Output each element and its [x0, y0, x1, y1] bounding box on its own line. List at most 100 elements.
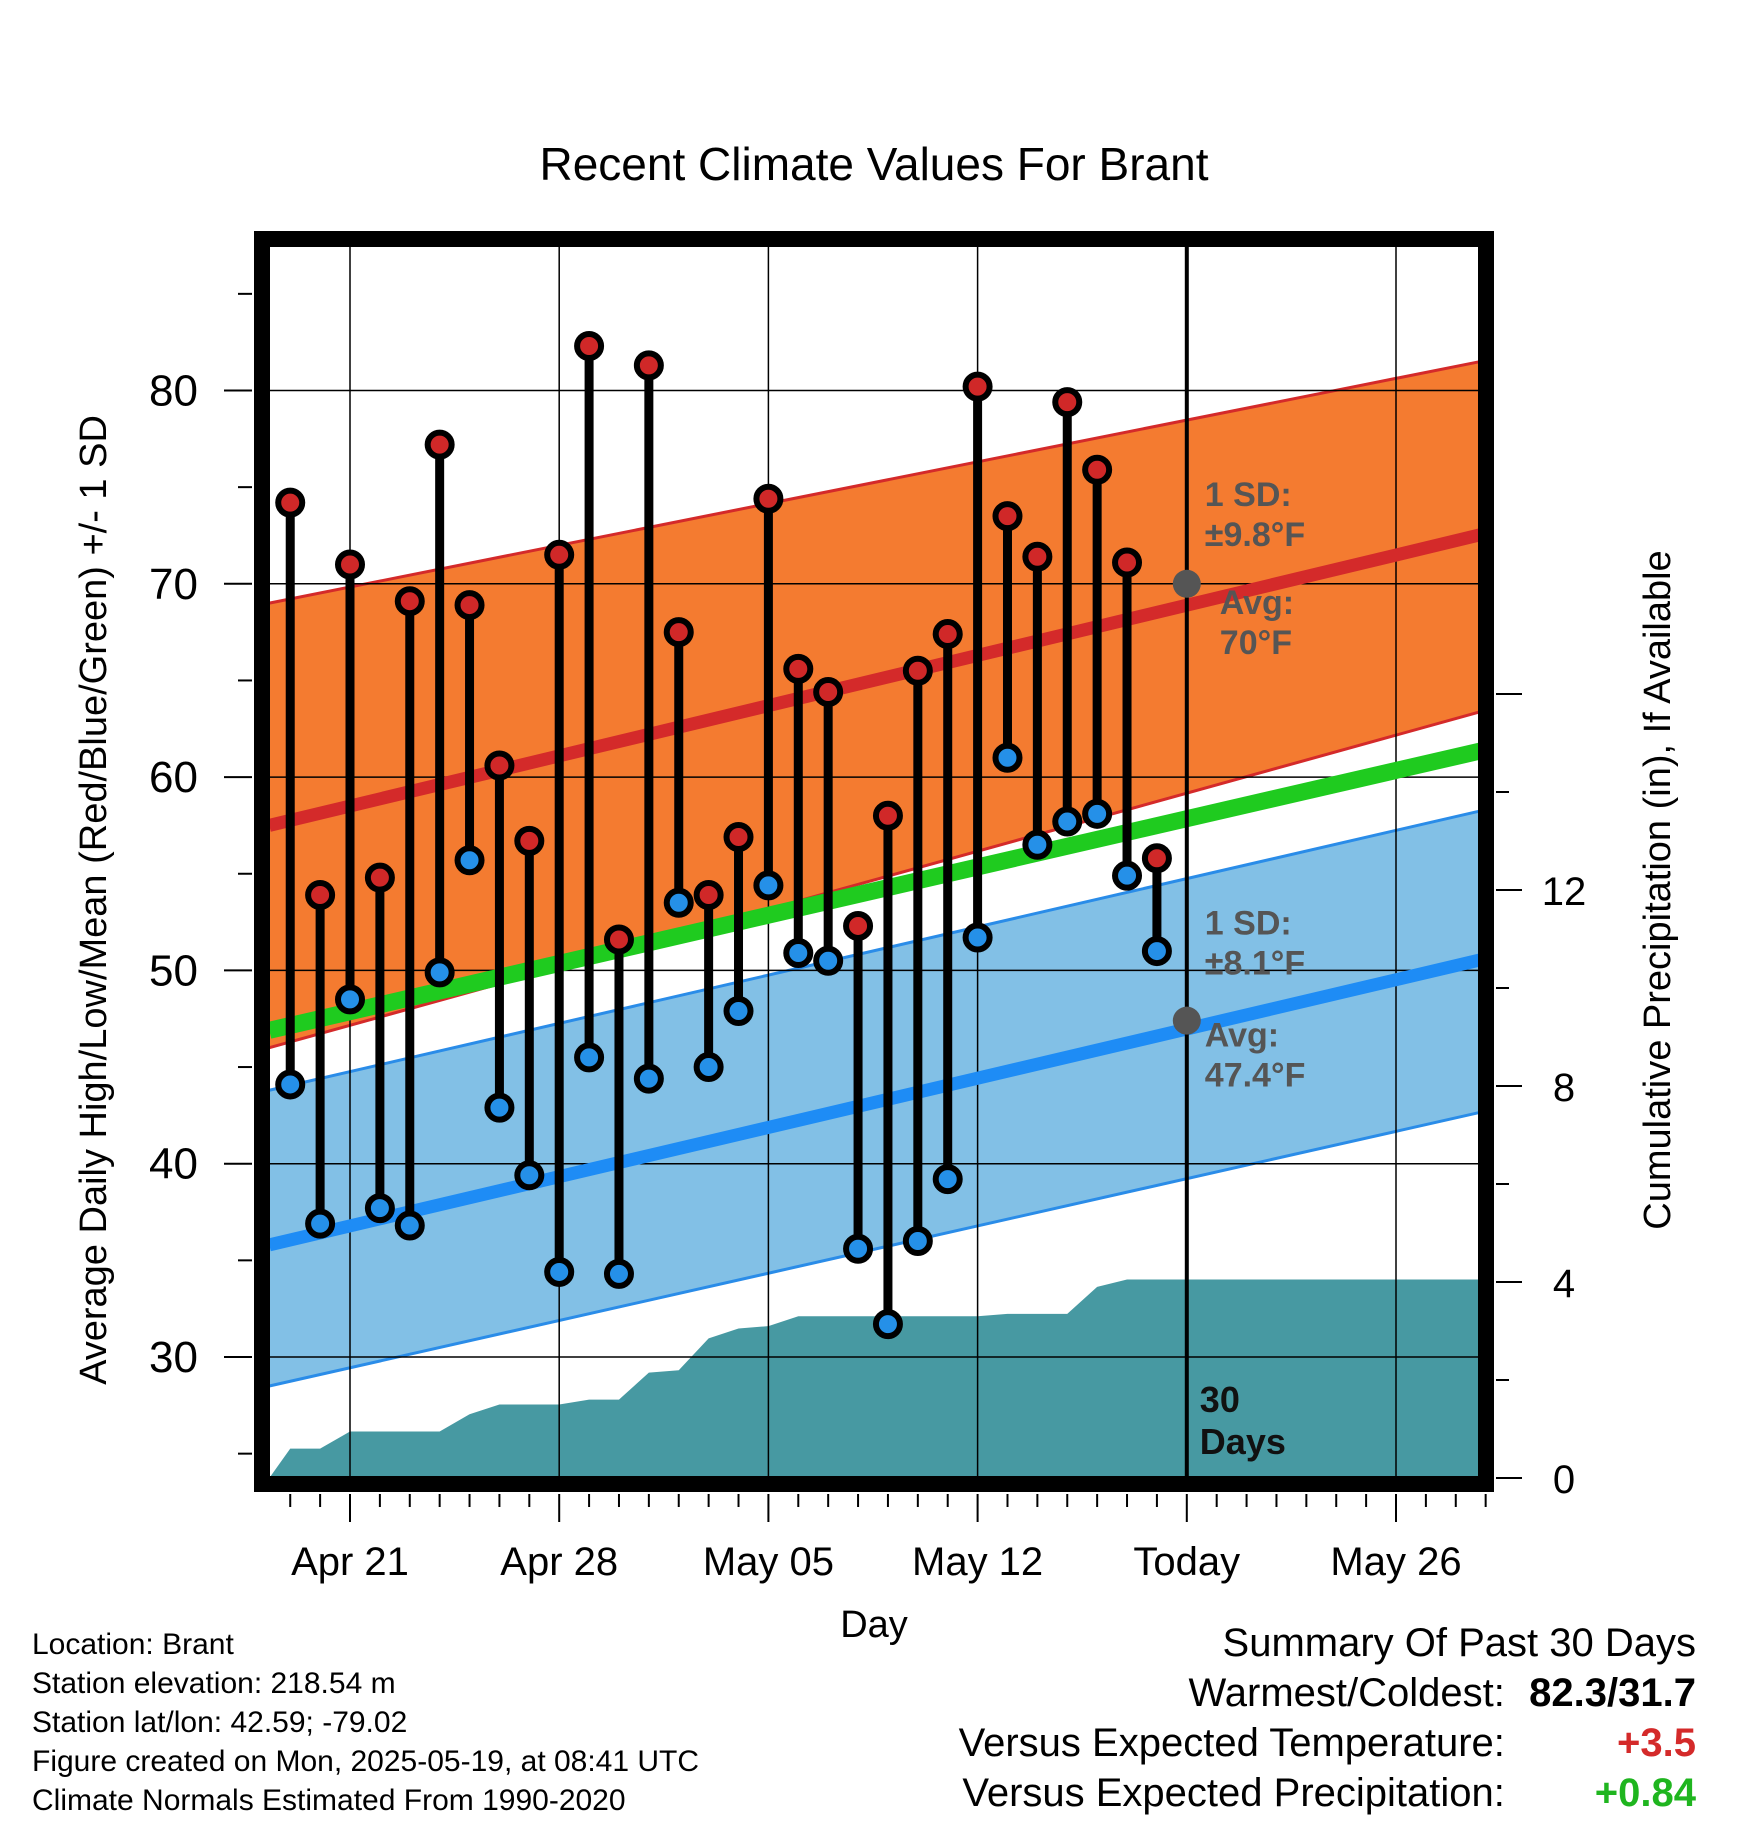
- plot-frame: [254, 231, 1494, 1492]
- x-tick-label: May 12: [912, 1540, 1043, 1584]
- y-axis-label: Average Daily High/Low/Mean (Red/Blue/Gr…: [73, 415, 115, 1385]
- daily-low-point: [843, 1233, 874, 1264]
- daily-high-point: [1052, 387, 1083, 418]
- low-avg-value: 47.4°F: [1205, 1057, 1306, 1095]
- daily-low-point: [394, 1210, 425, 1241]
- daily-low-point: [544, 1256, 575, 1287]
- daily-high-point: [424, 429, 455, 460]
- high-avg-value: 70°F: [1220, 624, 1292, 662]
- daily-high-point: [962, 371, 993, 402]
- daily-high-point: [813, 677, 844, 708]
- daily-high-point: [603, 924, 634, 955]
- location-text: Location: Brant: [32, 1628, 234, 1661]
- daily-low-point: [962, 922, 993, 953]
- high-sd-band: [269, 361, 1480, 1048]
- y-tick-label: 50: [149, 946, 198, 995]
- daily-high-point: [992, 501, 1023, 532]
- daily-high-point: [663, 617, 694, 648]
- daily-low-point: [484, 1092, 515, 1123]
- daily-high-point: [902, 655, 933, 686]
- x-tick-label: Apr 21: [291, 1540, 409, 1584]
- y-tick-label: 60: [149, 753, 198, 802]
- daily-high-point: [275, 487, 306, 518]
- today-low-avg-marker: [1172, 1006, 1201, 1035]
- daily-low-point: [1022, 829, 1053, 860]
- today-high-avg-marker: [1172, 569, 1201, 598]
- daily-low-point: [603, 1258, 634, 1289]
- daily-low-point: [424, 957, 455, 988]
- daily-high-point: [872, 800, 903, 831]
- daily-low-point: [514, 1160, 545, 1191]
- warm-cold-value: 82.3/31.7: [1529, 1671, 1696, 1715]
- daily-low-point: [574, 1042, 605, 1073]
- daily-high-point: [305, 880, 336, 911]
- normals-text: Climate Normals Estimated From 1990-2020: [32, 1784, 626, 1817]
- y2-tick-label: 0: [1553, 1458, 1575, 1502]
- daily-high-point: [633, 350, 664, 381]
- daily-low-point: [723, 995, 754, 1026]
- daily-high-point: [843, 910, 874, 941]
- low-avg-label: Avg:: [1205, 1017, 1279, 1055]
- elevation-text: Station elevation: 218.54 m: [32, 1667, 396, 1700]
- precip-label: Versus Expected Precipitation:: [962, 1771, 1505, 1815]
- daily-high-point: [753, 483, 784, 514]
- daily-low-point: [633, 1063, 664, 1094]
- daily-high-point: [693, 880, 724, 911]
- y2-tick-label: 8: [1553, 1066, 1575, 1110]
- low-sd-label: 1 SD:: [1205, 905, 1292, 943]
- chart-title: Recent Climate Values For Brant: [540, 138, 1209, 190]
- daily-low-point: [902, 1226, 933, 1257]
- y-tick-label: 40: [149, 1140, 198, 1189]
- daily-high-point: [335, 549, 365, 580]
- daily-high-point: [574, 331, 605, 362]
- summary-warm-cold: Warmest/Coldest: 82.3/31.7: [959, 1668, 1697, 1718]
- daily-high-point: [1022, 541, 1053, 572]
- precip-area: [269, 1279, 1480, 1478]
- x-axis-label: Day: [840, 1604, 908, 1646]
- daily-low-point: [813, 945, 844, 976]
- daily-high-point: [514, 825, 545, 856]
- daily-high-point: [1141, 843, 1172, 874]
- y-tick-label: 70: [149, 560, 198, 609]
- summary-precip: Versus Expected Precipitation: +0.84: [959, 1768, 1696, 1818]
- daily-low-point: [335, 984, 365, 1015]
- daily-low-point: [1052, 806, 1083, 837]
- summary-title: Summary Of Past 30 Days: [1222, 1621, 1696, 1665]
- daily-low-point: [693, 1052, 724, 1083]
- low-sd-value: ±8.1°F: [1205, 945, 1305, 983]
- temp-label: Versus Expected Temperature:: [958, 1721, 1505, 1765]
- precip-value: +0.84: [1594, 1771, 1696, 1815]
- warm-cold-label: Warmest/Coldest:: [1188, 1671, 1505, 1715]
- high-sd-label: 1 SD:: [1205, 476, 1292, 514]
- x-tick-label: Apr 28: [500, 1540, 618, 1584]
- daily-low-point: [753, 870, 784, 901]
- daily-low-point: [275, 1069, 306, 1100]
- daily-low-point: [1112, 860, 1143, 891]
- days-count-label: 30: [1200, 1379, 1240, 1420]
- high-avg-line: [268, 528, 1480, 832]
- y-tick-label: 30: [149, 1333, 198, 1382]
- x-tick-label: Today: [1133, 1540, 1240, 1584]
- daily-low-point: [663, 887, 694, 918]
- station-info: Location: Brant Station elevation: 218.5…: [32, 1625, 699, 1820]
- daily-low-point: [932, 1164, 963, 1195]
- daily-low-point: [992, 742, 1023, 773]
- high-avg-label: Avg:: [1220, 584, 1294, 622]
- days-unit-label: Days: [1200, 1421, 1286, 1462]
- y2-axis-label: Cumulative Precipitation (in), If Availa…: [1637, 550, 1679, 1229]
- summary-panel: Summary Of Past 30 Days Warmest/Coldest:…: [959, 1618, 1696, 1818]
- daily-high-point: [1112, 547, 1143, 578]
- summary-temp: Versus Expected Temperature: +3.5: [959, 1718, 1696, 1768]
- daily-low-point: [1141, 936, 1172, 967]
- daily-high-point: [364, 862, 395, 893]
- daily-high-point: [723, 822, 754, 853]
- daily-high-point: [544, 539, 575, 570]
- axes: 30 40 50 60 70 80 0 4 8 12 Apr 21 Apr 28 May 05 May 1…: [149, 231, 1586, 1584]
- daily-high-point: [484, 750, 515, 781]
- x-tick-label: May 05: [703, 1540, 834, 1584]
- daily-low-point: [454, 845, 485, 876]
- high-sd-upper-line: [269, 360, 1480, 605]
